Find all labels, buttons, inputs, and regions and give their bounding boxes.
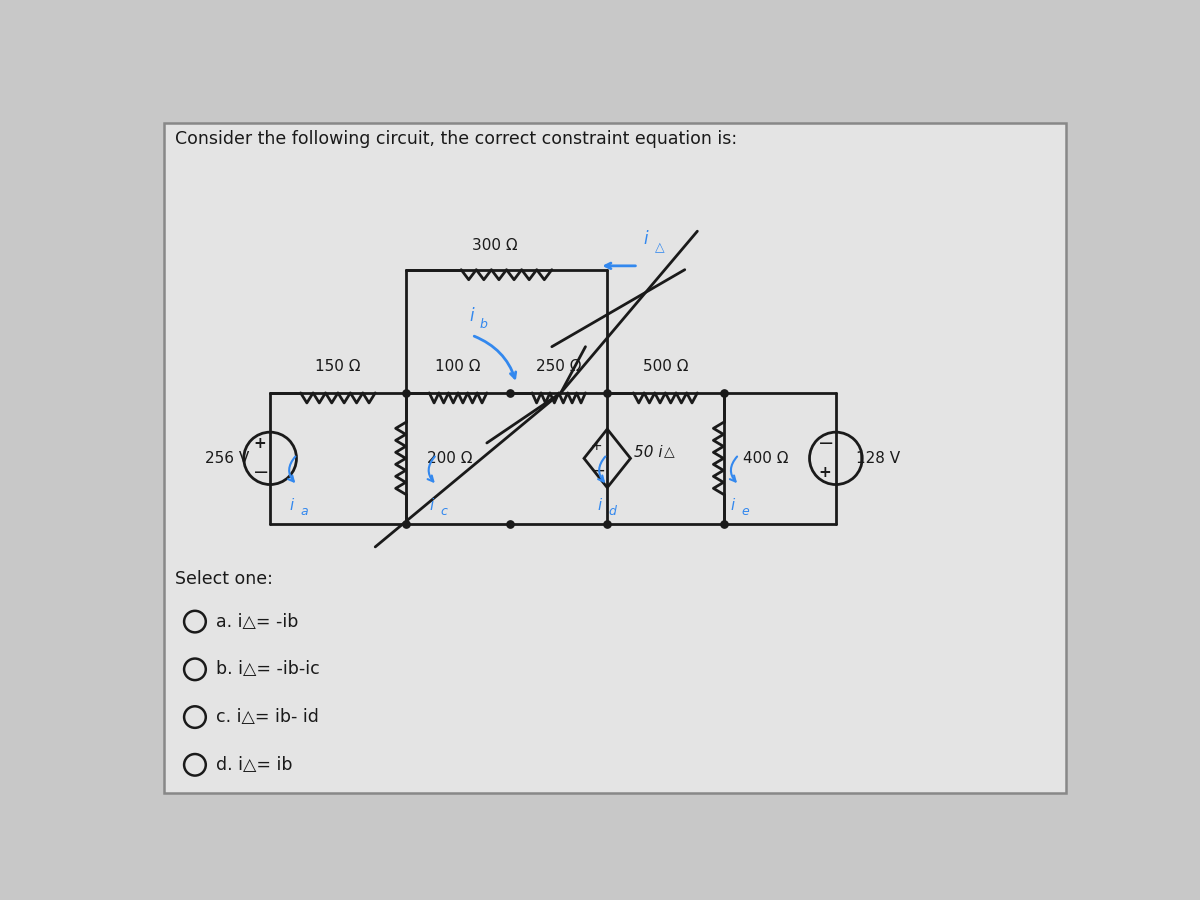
Text: 300 Ω: 300 Ω — [472, 238, 517, 253]
Text: b. i△= -ib-ic: b. i△= -ib-ic — [216, 661, 319, 679]
Text: +: + — [253, 436, 265, 452]
Text: Consider the following circuit, the correct constraint equation is:: Consider the following circuit, the corr… — [175, 130, 737, 148]
Text: 400 Ω: 400 Ω — [743, 451, 788, 466]
Text: i: i — [430, 499, 433, 513]
FancyBboxPatch shape — [164, 123, 1066, 793]
Text: 200 Ω: 200 Ω — [427, 451, 473, 466]
Text: 128 V: 128 V — [857, 451, 900, 466]
Text: △: △ — [655, 241, 665, 255]
Text: 500 Ω: 500 Ω — [643, 359, 688, 374]
Text: i: i — [643, 230, 648, 248]
Text: a: a — [300, 505, 308, 518]
Text: i: i — [289, 499, 294, 513]
Text: i: i — [731, 499, 734, 513]
Text: 100 Ω: 100 Ω — [436, 359, 481, 374]
Text: i: i — [469, 307, 474, 325]
Text: −: − — [818, 435, 835, 454]
Text: b: b — [479, 319, 487, 331]
Text: −: − — [592, 462, 605, 480]
Text: −: − — [253, 464, 269, 482]
Text: d. i△= ib: d. i△= ib — [216, 756, 293, 774]
Text: a. i△= -ib: a. i△= -ib — [216, 613, 299, 631]
Text: 150 Ω: 150 Ω — [316, 359, 361, 374]
Text: i: i — [598, 499, 601, 513]
Text: 50 i: 50 i — [635, 445, 662, 460]
Text: 250 Ω: 250 Ω — [536, 359, 582, 374]
Text: △: △ — [664, 446, 674, 459]
Text: +: + — [818, 465, 832, 481]
Text: c. i△= ib- id: c. i△= ib- id — [216, 708, 319, 726]
Text: +: + — [590, 439, 602, 453]
Text: 256 V: 256 V — [205, 451, 250, 466]
Text: d: d — [608, 505, 616, 518]
Text: c: c — [440, 505, 448, 518]
Text: Select one:: Select one: — [175, 570, 272, 588]
Text: e: e — [742, 505, 749, 518]
